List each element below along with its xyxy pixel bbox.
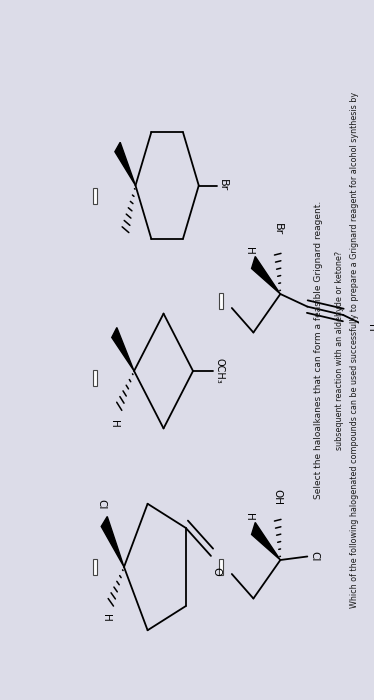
Text: O: O <box>211 567 221 575</box>
Text: Br: Br <box>218 179 228 192</box>
Text: H: H <box>366 323 374 332</box>
Polygon shape <box>101 517 124 567</box>
Text: OCH₃: OCH₃ <box>215 358 225 384</box>
Text: H: H <box>244 246 254 255</box>
Text: subsequent reaction with an aldehyde or ketone?: subsequent reaction with an aldehyde or … <box>335 251 344 449</box>
Bar <box>219 559 223 575</box>
Text: Br: Br <box>273 223 282 236</box>
Text: H: H <box>108 419 119 428</box>
Bar <box>93 559 97 575</box>
Text: Cl: Cl <box>96 499 106 509</box>
Polygon shape <box>115 142 135 186</box>
Text: Cl: Cl <box>310 552 319 561</box>
Text: Which of the following halogenated compounds can be used successfully to prepare: Which of the following halogenated compo… <box>350 92 359 608</box>
Text: Select the haloalkanes that can form a feasible Grignard reagent.: Select the haloalkanes that can form a f… <box>314 201 323 499</box>
Polygon shape <box>252 522 280 560</box>
Polygon shape <box>112 328 134 371</box>
Text: H: H <box>101 614 111 622</box>
Bar <box>93 188 97 204</box>
Text: H: H <box>244 512 254 521</box>
Text: OH: OH <box>273 489 282 505</box>
Bar <box>93 370 97 386</box>
Polygon shape <box>252 256 280 294</box>
Bar <box>219 293 223 309</box>
